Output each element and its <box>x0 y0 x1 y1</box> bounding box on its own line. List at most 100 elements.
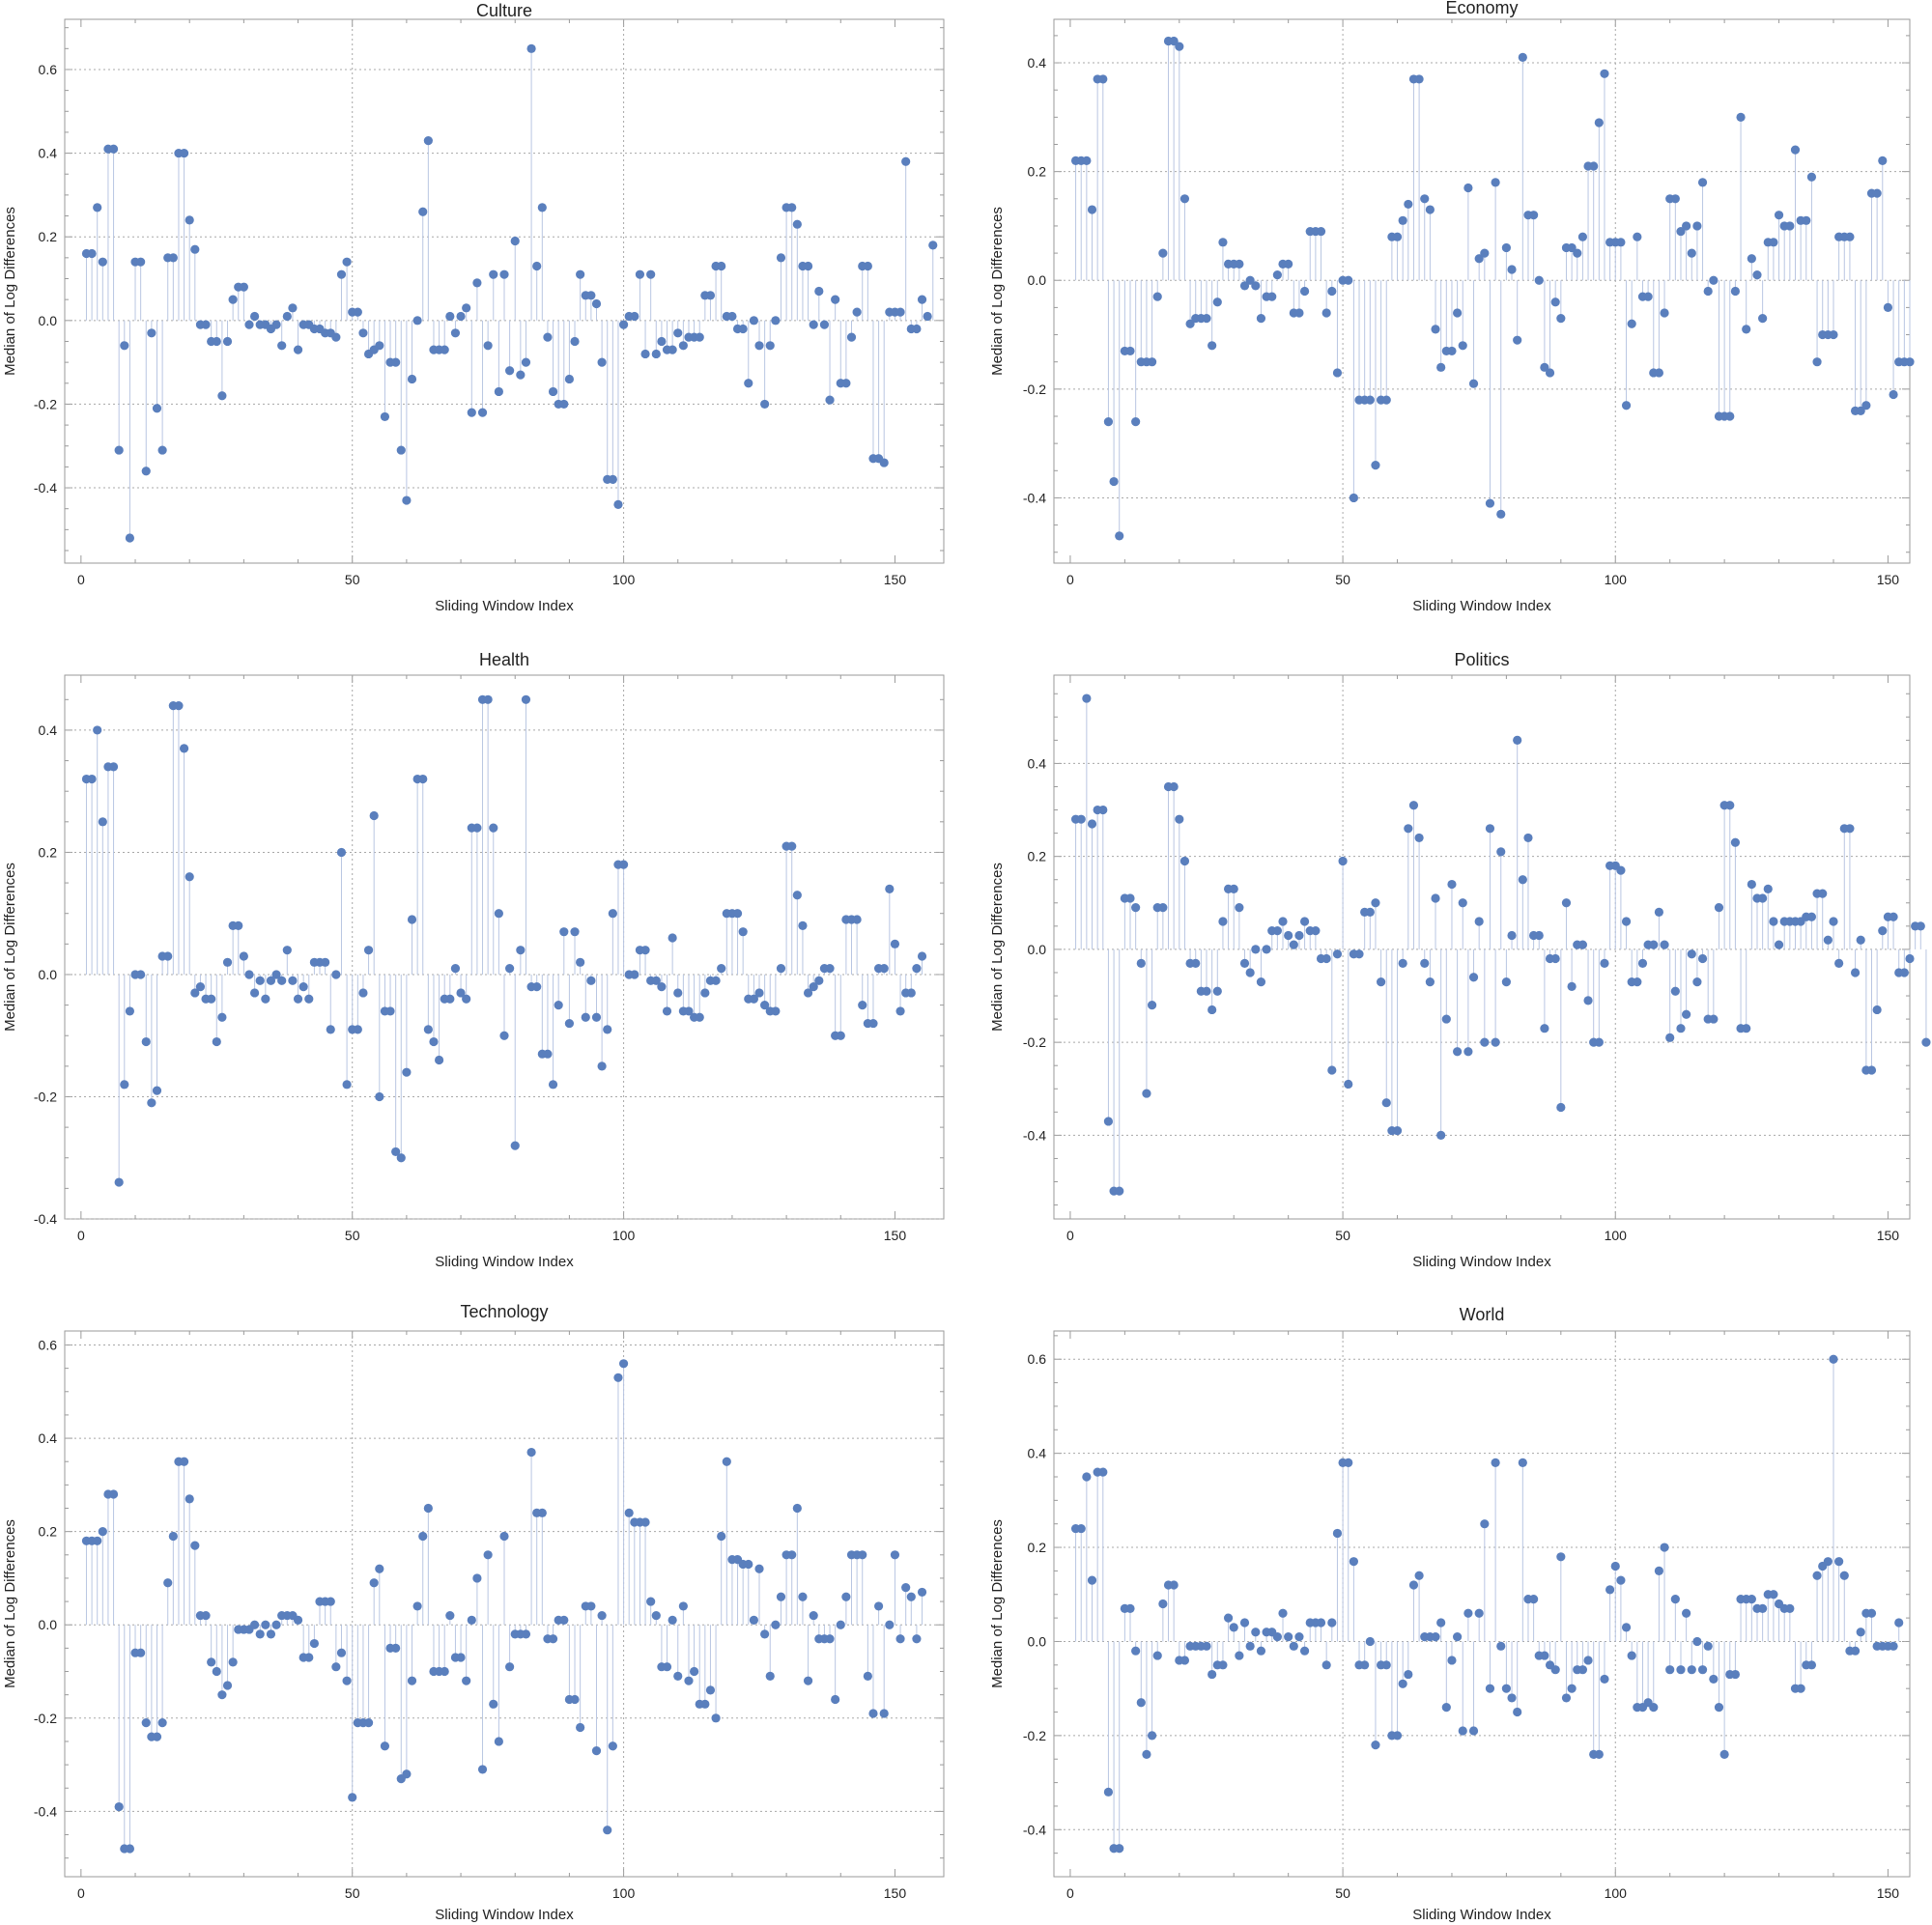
chart2-data-point <box>1872 188 1882 198</box>
chart2-data-point <box>1616 238 1626 247</box>
chart3-data-point <box>450 964 461 974</box>
chart5-data-point <box>717 1531 726 1542</box>
chart3-data-point <box>792 891 802 900</box>
chart6-ytick-label: 0.2 <box>1028 1540 1047 1555</box>
chart6-data-point <box>1627 1651 1636 1660</box>
chart1-data-point <box>646 269 656 279</box>
chart6-title: World <box>1460 1305 1505 1324</box>
chart3-data-point <box>429 1036 439 1047</box>
chart3-data-point <box>581 1012 590 1022</box>
chart4-data-point <box>1212 986 1222 996</box>
chart3-data-point <box>434 1055 444 1065</box>
chart1-data-point <box>157 445 167 455</box>
chart5-data-point <box>771 1620 781 1629</box>
chart3-ytick-label: 0.2 <box>39 844 58 860</box>
chart1-data-point <box>630 311 639 322</box>
chart4-data-point <box>1125 893 1135 903</box>
chart6-data-point <box>1561 1693 1572 1703</box>
chart3-data-point <box>510 1141 520 1150</box>
chart6-data-point <box>1649 1703 1659 1713</box>
chart4-data-point <box>1371 898 1380 908</box>
chart5-data-point <box>114 1801 124 1812</box>
chart3-data-point <box>375 1091 384 1102</box>
chart4-data-point <box>1866 1065 1877 1075</box>
chart1-data-point <box>744 379 753 388</box>
chart2-data-point <box>1109 476 1119 487</box>
chart5-data-point <box>418 1531 428 1542</box>
chart6-data-point <box>1697 1665 1708 1675</box>
chart3-data-point <box>369 810 379 821</box>
chart6-data-point <box>1332 1528 1343 1539</box>
chart4-data-point <box>1823 935 1833 945</box>
chart1-data-point <box>576 269 585 279</box>
chart6-data-point <box>1245 1641 1255 1651</box>
chart3-data-point <box>298 982 308 992</box>
chart1-data-point <box>923 311 932 322</box>
chart3-data-point <box>472 823 482 833</box>
chart4-xtick-label: 150 <box>1877 1228 1900 1243</box>
chart3-data-point <box>695 1012 704 1022</box>
chart3-data-point <box>304 994 314 1004</box>
chart5-data-point <box>505 1662 515 1672</box>
chart4-data-point <box>1218 917 1228 926</box>
chart3-data-point <box>152 1086 162 1095</box>
chart4-data-point <box>1147 1001 1157 1010</box>
chart2-data-point <box>1294 308 1304 318</box>
chart3-xtick-label: 100 <box>612 1228 636 1243</box>
chart4-data-point <box>1463 1047 1473 1057</box>
chart3-data-point <box>423 1025 433 1034</box>
chart3-x-axis-label: Sliding Window Index <box>435 1254 574 1270</box>
chart1-data-point <box>727 311 737 322</box>
chart1-data-point <box>450 328 461 338</box>
chart1-data-point <box>505 366 515 376</box>
chart5-data-point <box>684 1676 694 1685</box>
chart5-data-point <box>201 1610 211 1621</box>
chart3-data-point <box>591 1012 602 1022</box>
chart3-data-point <box>760 1000 770 1010</box>
chart4-data-point <box>1087 819 1097 829</box>
chart-svg-culture: -0.4 -0.2 0.0 0.2 0.4 0.6 0 50 100 150 Culture Slid… <box>2 1 945 614</box>
chart5-data-point <box>125 1844 135 1854</box>
chart2-data-point <box>1316 226 1326 237</box>
chart1-data-point <box>108 144 119 154</box>
chart6-data-point <box>1131 1646 1141 1656</box>
chart1-data-point <box>423 135 433 146</box>
chart5-data-point <box>423 1503 433 1514</box>
chart1-data-point <box>841 379 851 388</box>
chart6-data-point <box>1229 1623 1238 1632</box>
chart6-data-point <box>1087 1575 1097 1585</box>
chart4-data-point <box>1850 968 1861 977</box>
chart4-data-point <box>1550 953 1560 964</box>
chart1-data-point <box>591 298 602 309</box>
chart1-data-point <box>814 286 824 297</box>
chart6-data-point <box>1567 1684 1577 1693</box>
chart3-data-point <box>885 884 895 894</box>
chart1-data-point <box>250 311 260 322</box>
chart2-data-point <box>1468 379 1479 388</box>
chart2-data-point <box>1545 368 1555 378</box>
chart3-data-point <box>532 982 542 992</box>
chart6-data-point <box>1289 1641 1298 1651</box>
chart5-data-point <box>407 1676 417 1685</box>
chart4-data-point <box>1468 973 1479 982</box>
chart3-data-point <box>814 976 824 985</box>
chart4-data-point <box>1398 958 1407 968</box>
chart5-data-point <box>190 1541 200 1550</box>
chart3-data-point <box>858 1000 867 1010</box>
chart3-data-point <box>505 964 515 974</box>
chart2-data-point <box>1463 183 1473 193</box>
chart5-data-point <box>380 1741 390 1751</box>
chart2-data-point <box>1758 314 1768 324</box>
chart2-data-point <box>1447 346 1457 356</box>
chart6-data-point <box>1098 1467 1108 1477</box>
chart1-data-point <box>288 303 298 313</box>
chart3-data-point <box>852 915 862 924</box>
chart5-data-point <box>168 1531 178 1542</box>
chart5-data-point <box>586 1601 596 1611</box>
chart2-data-point <box>1785 221 1795 231</box>
chart4-data-point <box>1338 856 1348 866</box>
chart5-data-point <box>185 1494 194 1504</box>
chart1-title: Culture <box>476 1 532 20</box>
chart2-data-point <box>1392 232 1403 241</box>
chart3-data-point <box>261 994 270 1004</box>
